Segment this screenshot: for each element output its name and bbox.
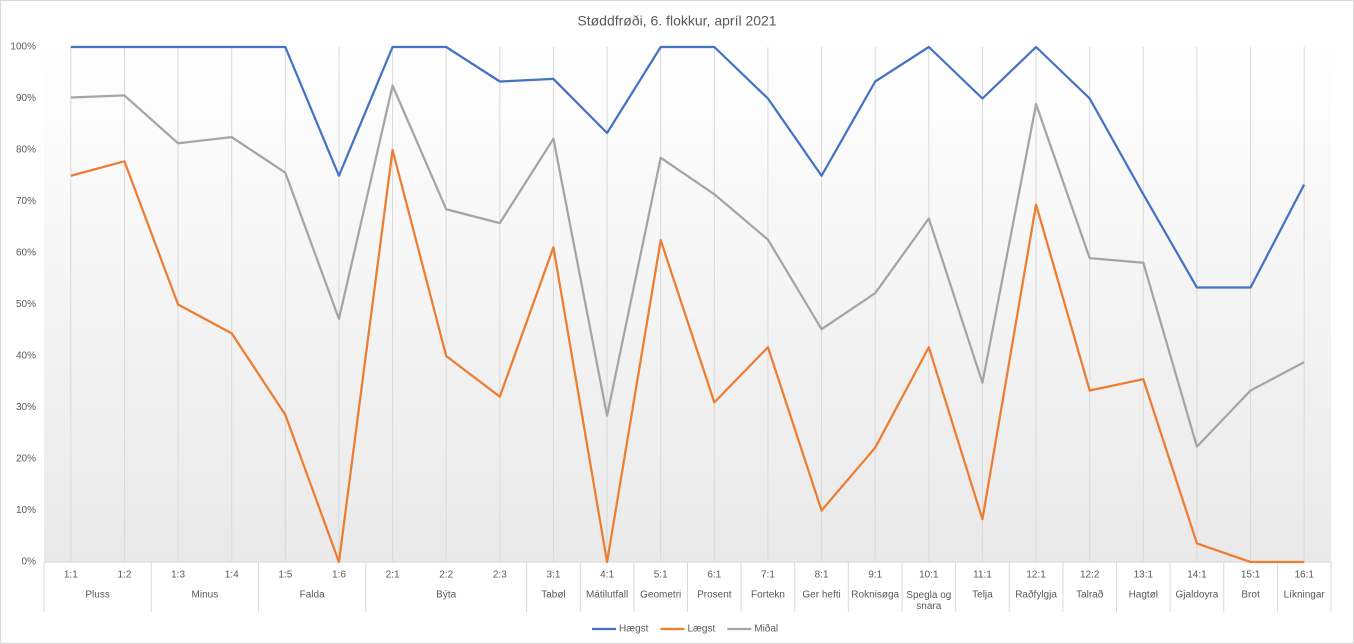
x-tick-label: 15:1 <box>1241 570 1261 581</box>
group-label: Spegla og snara <box>906 590 951 612</box>
x-tick-label: 3:1 <box>546 570 560 581</box>
y-tick-label: 90% <box>16 93 36 104</box>
x-tick-label: 9:1 <box>868 570 882 581</box>
x-tick-label: 12:2 <box>1080 570 1100 581</box>
x-tick-label: 12:1 <box>1026 570 1046 581</box>
group-label: Geometri <box>640 590 681 601</box>
group-label: Hagtøl <box>1129 590 1158 601</box>
group-label: Býta <box>436 590 456 601</box>
legend-label: Lægst <box>687 624 715 635</box>
y-tick-label: 0% <box>22 557 37 568</box>
group-label: Fortekn <box>751 590 785 601</box>
group-label: Brot <box>1241 590 1260 601</box>
series-line <box>70 84 1305 448</box>
legend-label: Hægst <box>619 624 649 635</box>
x-tick-label: 2:2 <box>439 570 453 581</box>
y-tick-label: 60% <box>16 248 36 259</box>
y-tick-label: 20% <box>16 454 36 465</box>
group-label: Gjaldoyra <box>1176 590 1219 601</box>
x-tick-label: 11:1 <box>973 570 992 581</box>
x-tick-label: 1:3 <box>171 570 185 581</box>
x-tick-label: 5:1 <box>654 570 668 581</box>
x-tick-label: 2:1 <box>386 570 400 581</box>
chart-title: Støddfrøði, 6. flokkur, apríl 2021 <box>577 13 776 29</box>
x-tick-label: 1:5 <box>278 570 292 581</box>
y-tick-label: 40% <box>16 351 36 362</box>
group-label: Tabøl <box>541 590 565 601</box>
x-tick-label: 1:2 <box>117 570 131 581</box>
x-tick-label: 16:1 <box>1294 570 1314 581</box>
x-tick-label: 13:1 <box>1134 570 1154 581</box>
x-tick-label: 10:1 <box>919 570 939 581</box>
series-line <box>70 45 1306 289</box>
group-label: Líkningar <box>1284 590 1326 601</box>
group-label: Ger hefti <box>802 590 840 601</box>
x-tick-label: 1:6 <box>332 570 346 581</box>
series-line <box>70 148 1305 564</box>
group-label: Raðfylgja <box>1015 589 1057 601</box>
group-label: Mátilutfall <box>586 590 628 601</box>
x-tick-label: 1:4 <box>225 570 239 581</box>
y-tick-label: 100% <box>10 42 36 53</box>
y-tick-label: 80% <box>16 145 36 156</box>
group-label: Falda <box>300 590 325 601</box>
group-label: Talrað <box>1076 589 1104 601</box>
group-label: Telja <box>972 590 993 601</box>
group-label: Pluss <box>85 590 109 601</box>
x-tick-label: 14:1 <box>1187 570 1207 581</box>
x-tick-label: 1:1 <box>64 570 78 581</box>
group-label: Roknisøga <box>851 590 899 601</box>
legend-label: Miðal <box>754 623 778 635</box>
y-tick-label: 30% <box>16 402 36 413</box>
plot-area <box>44 40 1331 562</box>
x-tick-label: 6:1 <box>707 570 721 581</box>
group-label: Prosent <box>697 590 732 601</box>
group-label: Minus <box>192 590 219 601</box>
x-tick-label: 2:3 <box>493 570 507 581</box>
x-tick-label: 4:1 <box>600 570 614 581</box>
y-tick-label: 10% <box>16 505 36 516</box>
y-tick-label: 70% <box>16 196 36 207</box>
y-tick-label: 50% <box>16 299 36 310</box>
x-tick-label: 8:1 <box>815 570 829 581</box>
x-tick-label: 7:1 <box>761 570 775 581</box>
